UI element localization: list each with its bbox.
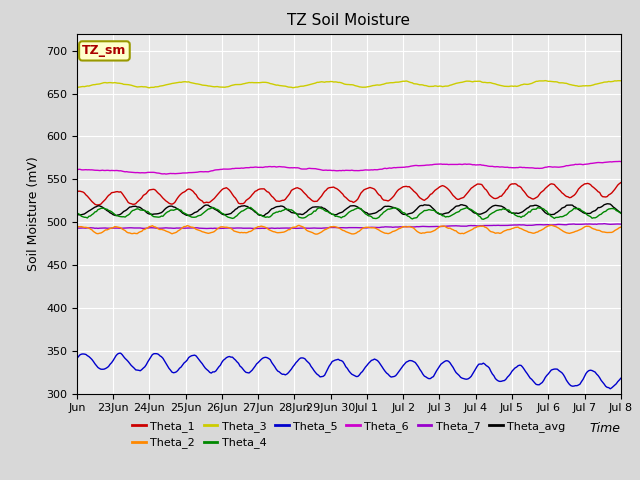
Theta_3 — [617, 78, 625, 84]
Theta_5 — [403, 359, 410, 365]
Theta_6 — [162, 171, 170, 177]
Theta_5 — [176, 365, 184, 371]
Theta_1 — [73, 190, 81, 195]
Theta_2 — [73, 224, 81, 230]
Theta_4 — [554, 215, 561, 220]
Theta_5 — [552, 366, 559, 372]
Theta_6 — [403, 164, 410, 170]
Theta_3 — [176, 79, 184, 85]
Theta_7 — [617, 221, 625, 227]
Theta_3 — [403, 78, 410, 84]
Theta_avg — [174, 206, 182, 212]
Theta_3 — [88, 82, 96, 88]
Theta_7 — [252, 226, 259, 231]
Theta_7 — [384, 224, 392, 230]
Theta_6 — [73, 167, 81, 172]
Theta_4 — [73, 210, 81, 216]
Theta_5 — [88, 357, 96, 362]
Theta_7 — [174, 225, 182, 231]
Theta_5 — [617, 375, 625, 381]
Theta_1 — [617, 180, 625, 185]
Theta_5 — [73, 356, 81, 361]
Theta_3 — [541, 78, 549, 84]
Theta_6 — [552, 164, 559, 170]
Theta_1 — [415, 193, 422, 199]
Theta_1 — [384, 198, 392, 204]
Theta_1 — [88, 199, 96, 204]
Theta_avg — [604, 201, 611, 206]
Theta_6 — [415, 163, 422, 168]
Theta_4 — [88, 212, 96, 217]
Theta_avg — [617, 210, 625, 216]
Line: Theta_2: Theta_2 — [77, 225, 621, 234]
Theta_avg — [552, 210, 559, 216]
Theta_2 — [547, 222, 555, 228]
Theta_5 — [116, 350, 124, 356]
Theta_1 — [93, 202, 100, 208]
Theta_2 — [313, 231, 321, 237]
Theta_6 — [616, 158, 623, 164]
Theta_1 — [176, 192, 184, 198]
Line: Theta_1: Theta_1 — [77, 182, 621, 205]
Theta_avg — [259, 213, 266, 219]
Theta_4 — [617, 210, 625, 216]
Theta_2 — [415, 229, 422, 235]
Theta_avg — [88, 206, 96, 212]
Theta_5 — [606, 386, 614, 392]
Y-axis label: Soil Moisture (mV): Soil Moisture (mV) — [28, 156, 40, 271]
Theta_2 — [384, 231, 392, 237]
Theta_4 — [403, 212, 410, 218]
Theta_7 — [600, 221, 608, 227]
Theta_3 — [384, 80, 392, 86]
Theta_4 — [247, 204, 255, 210]
Theta_avg — [73, 211, 81, 217]
Theta_3 — [554, 79, 561, 85]
Theta_avg — [403, 212, 410, 217]
Theta_3 — [73, 84, 81, 90]
Title: TZ Soil Moisture: TZ Soil Moisture — [287, 13, 410, 28]
Theta_4 — [415, 213, 422, 218]
Theta_avg — [384, 204, 392, 209]
Theta_6 — [384, 165, 392, 171]
Theta_5 — [415, 364, 422, 370]
Line: Theta_3: Theta_3 — [77, 81, 621, 88]
Line: Theta_7: Theta_7 — [77, 224, 621, 228]
Theta_4 — [479, 216, 487, 222]
Theta_6 — [176, 170, 184, 176]
Legend: Theta_1, Theta_2, Theta_3, Theta_4, Theta_5, Theta_6, Theta_7, Theta_avg: Theta_1, Theta_2, Theta_3, Theta_4, Thet… — [128, 417, 570, 453]
Theta_1 — [403, 183, 410, 189]
Theta_7 — [415, 224, 422, 229]
Theta_7 — [73, 225, 81, 231]
Theta_6 — [617, 159, 625, 165]
Theta_7 — [88, 225, 96, 231]
Text: TZ_sm: TZ_sm — [82, 44, 127, 58]
Theta_6 — [88, 167, 96, 173]
Theta_1 — [552, 183, 559, 189]
Theta_2 — [554, 225, 561, 230]
Theta_3 — [415, 82, 422, 87]
Theta_4 — [384, 206, 392, 212]
Theta_2 — [403, 224, 410, 230]
Theta_5 — [384, 372, 392, 377]
Line: Theta_6: Theta_6 — [77, 161, 621, 174]
Theta_7 — [552, 222, 559, 228]
Theta_2 — [88, 227, 96, 233]
Theta_4 — [174, 206, 182, 212]
Line: Theta_avg: Theta_avg — [77, 204, 621, 216]
Theta_7 — [403, 224, 410, 229]
Text: Time: Time — [590, 422, 621, 435]
Theta_3 — [145, 85, 153, 91]
Line: Theta_4: Theta_4 — [77, 207, 621, 219]
Theta_2 — [617, 224, 625, 230]
Theta_avg — [415, 204, 422, 210]
Theta_2 — [174, 228, 182, 234]
Line: Theta_5: Theta_5 — [77, 353, 621, 389]
